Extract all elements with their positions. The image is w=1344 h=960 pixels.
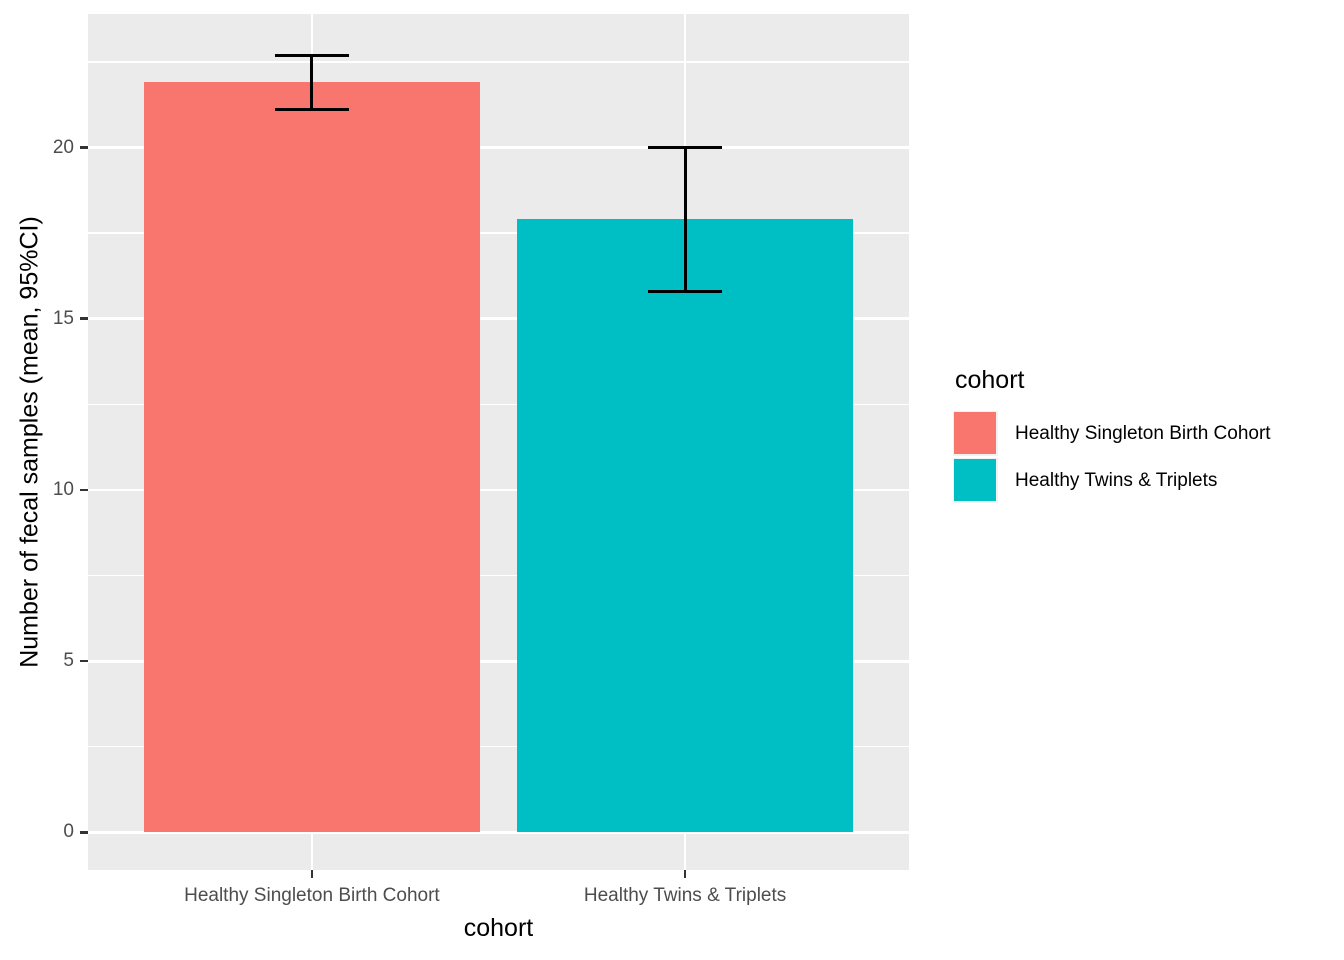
major-gridline [88, 488, 909, 492]
x-tick-mark [310, 870, 314, 878]
minor-gridline [88, 745, 909, 748]
y-tick-label: 0 [63, 821, 74, 843]
legend: cohort Healthy Singleton Birth Cohort Hea… [953, 366, 1271, 505]
major-gridline [88, 830, 909, 834]
legend-key [953, 458, 998, 503]
y-tick-mark [80, 488, 88, 492]
y-tick-mark [80, 146, 88, 149]
y-tick-mark [80, 317, 88, 320]
minor-gridline [88, 403, 909, 406]
bar-2 [517, 219, 854, 833]
y-tick-label: 10 [52, 478, 74, 500]
legend-color-swatch [954, 412, 996, 454]
x-tick-label: Healthy Twins & Triplets [583, 885, 787, 906]
minor-gridline [88, 61, 909, 63]
legend-label: Healthy Singleton Birth Cohort [1015, 422, 1271, 444]
major-gridline [88, 659, 909, 663]
error-bar-whisker [647, 289, 723, 293]
y-tick-mark [80, 659, 88, 663]
error-bar-whisker [647, 146, 723, 150]
bar-1 [143, 82, 480, 833]
legend-entries: Healthy Singleton Birth Cohort Healthy Tw… [953, 411, 1271, 503]
y-tick-label: 5 [63, 650, 74, 672]
y-tick-label: 15 [52, 307, 74, 329]
x-tick-mark [683, 870, 687, 878]
legend-entry: Healthy Twins & Triplets [953, 458, 1271, 503]
y-tick-label: 20 [52, 136, 74, 158]
error-bar-stem [683, 147, 687, 292]
error-bar-whisker [274, 53, 350, 57]
x-axis-title: cohort [463, 914, 534, 942]
y-axis-title: Number of fecal samples (mean, 95%CI) [15, 216, 44, 668]
plot-panel [88, 14, 909, 870]
legend-key [953, 411, 998, 456]
legend-color-swatch [954, 459, 996, 501]
error-bar-whisker [274, 108, 350, 112]
major-gridline [88, 317, 909, 321]
error-bar-stem [310, 55, 314, 110]
minor-gridline [88, 574, 909, 577]
legend-entry: Healthy Singleton Birth Cohort [953, 411, 1271, 456]
minor-gridline [88, 232, 909, 234]
major-gridline [88, 146, 909, 149]
x-tick-label: Healthy Singleton Birth Cohort [184, 885, 440, 906]
legend-title: cohort [955, 366, 1025, 394]
legend-label: Healthy Twins & Triplets [1015, 469, 1218, 491]
y-tick-mark [80, 831, 88, 834]
